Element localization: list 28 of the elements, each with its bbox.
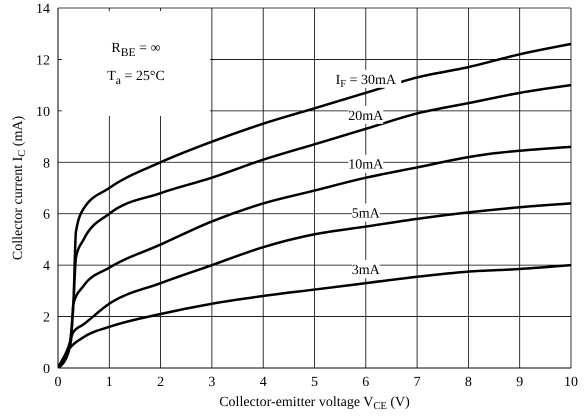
series-label: I$_{F}$ = 30mA: [336, 72, 397, 90]
x-tick-label: 9: [516, 374, 524, 390]
x-tick-label: 3: [208, 374, 216, 390]
y-tick-label: 4: [43, 259, 50, 274]
x-tick-label: 8: [464, 374, 472, 390]
x-tick-label: 1: [106, 374, 113, 390]
series-label: 5mA: [352, 206, 381, 222]
x-tick-label: 6: [362, 374, 370, 390]
note-panel: R$_{BE}$ = ∞ T$_{a}$ = 25°C: [62, 11, 210, 116]
x-tick-label: 10: [564, 374, 578, 390]
x-tick-label: 0: [54, 374, 62, 390]
annotation: T$_{a}$ = 25°C: [107, 68, 165, 86]
x-tick-label: 7: [414, 374, 421, 390]
y-tick-label: 8: [43, 156, 50, 172]
x-axis-title: Collector-emitter voltage V$_{CE}$ (V): [219, 395, 410, 412]
x-tick-label: 5: [311, 374, 318, 390]
x-tick-label: 2: [157, 374, 164, 390]
y-tick-label: 0: [43, 362, 50, 377]
y-tick-label: 10: [36, 104, 50, 120]
series-label: 10mA: [348, 158, 384, 173]
annotation: R$_{BE}$ = ∞: [111, 40, 161, 58]
y-tick-label: 12: [36, 53, 50, 68]
series-label: 20mA: [348, 108, 384, 124]
x-tick-label: 4: [260, 374, 267, 390]
y-tick-label: 14: [36, 2, 50, 17]
y-tick-label: 6: [43, 208, 50, 223]
y-tick-label: 2: [43, 310, 50, 326]
series-label: 3mA: [352, 263, 381, 278]
